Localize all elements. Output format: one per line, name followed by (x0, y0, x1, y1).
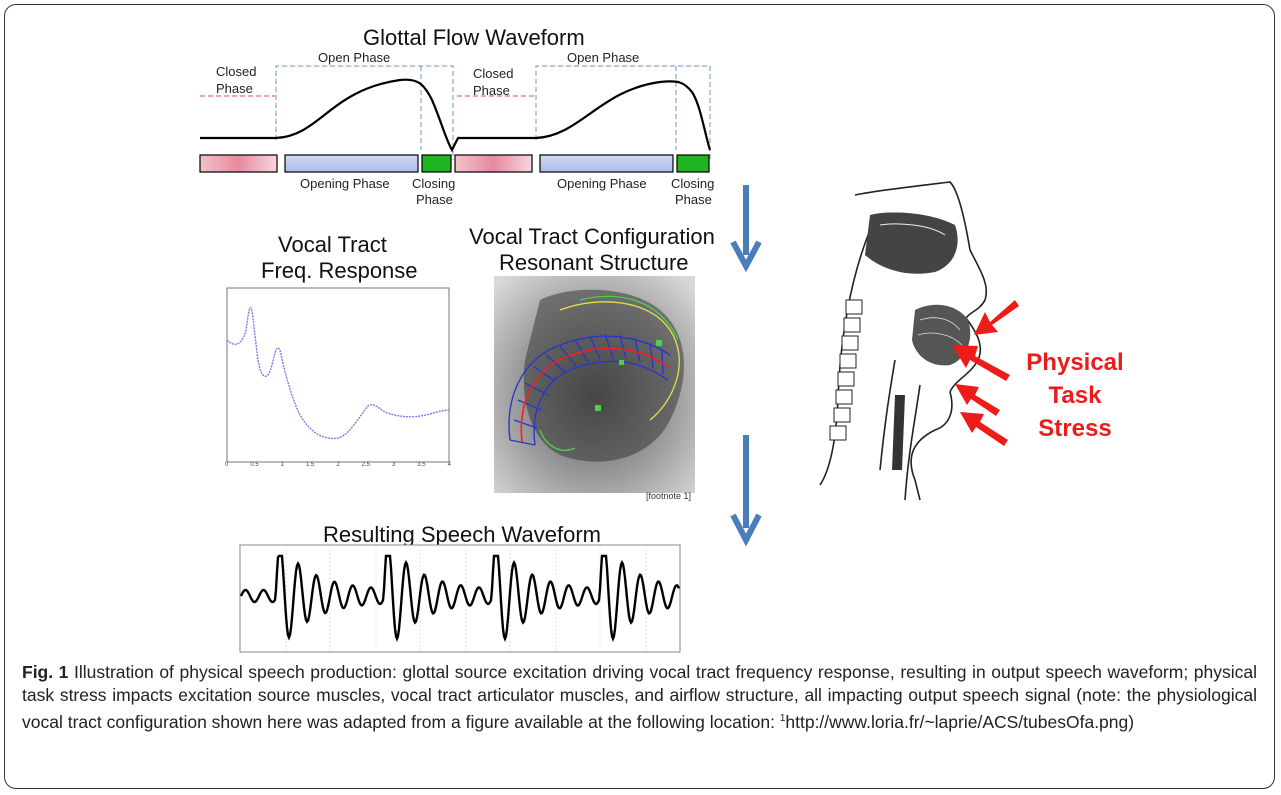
speech-title: Resulting Speech Waveform (323, 522, 601, 547)
x-tick: 1 (280, 462, 284, 468)
phase-bracket-lines (200, 65, 711, 160)
x-tick: 2 (336, 462, 340, 468)
closed-bar-1 (199, 154, 278, 173)
speech-waveform-line (239, 554, 681, 643)
down-arrow-2 (730, 435, 762, 547)
closed-phase-1-line2: Phase (216, 81, 253, 96)
x-tick: 3 (391, 462, 396, 468)
config-footnote: [footnote 1] (646, 491, 692, 501)
closing-bar-1 (421, 154, 452, 173)
stress-label-line3: Stress (1038, 415, 1112, 442)
glottal-flow-curve (200, 78, 712, 153)
opening-bar-2 (539, 154, 674, 173)
freq-response-curve (226, 306, 450, 440)
opening-bar-1 (284, 154, 419, 173)
caption-superscript: 1 (779, 713, 786, 724)
figure-frame (4, 4, 1275, 789)
x-tick: 3.5 (417, 462, 426, 468)
freq-response-title-line1: Vocal Tract (278, 232, 387, 257)
figure-caption: Fig. 1 Illustration of physical speech p… (22, 661, 1257, 734)
down-arrow-1 (730, 185, 762, 273)
x-tick: 4 (447, 462, 451, 468)
closing-phase-2-line1: Closing (671, 176, 715, 191)
caption-label: Fig. 1 (22, 662, 69, 682)
closing-phase-1-line2: Phase (416, 192, 453, 207)
closing-phase-1-line1: Closing (412, 176, 456, 191)
freq-response-title-line2: Freq. Response (261, 258, 418, 283)
open-phase-1-label: Open Phase (318, 50, 391, 65)
closed-phase-2-line1: Closed (473, 66, 514, 81)
opening-phase-2-label: Opening Phase (557, 176, 647, 191)
closed-phase-1-line1: Closed (216, 64, 257, 79)
closing-bar-2 (676, 154, 710, 173)
config-title-line1: Vocal Tract Configuration (469, 224, 715, 249)
opening-phase-1-label: Opening Phase (300, 176, 390, 191)
caption-text-1: Illustration of physical speech producti… (22, 662, 1257, 732)
freq-x-ticks: 0 0.5 1 1.5 2 2.5 3 3.5 4 (225, 462, 451, 468)
x-tick: 2.5 (361, 462, 370, 468)
config-title-line2: Resonant Structure (499, 250, 689, 275)
open-phase-2-label: Open Phase (567, 50, 640, 65)
x-tick: 0 (225, 462, 229, 468)
x-tick: 0.5 (250, 462, 259, 468)
caption-text-2: http://www.loria.fr/~laprie/ACS/tubesOfa… (785, 711, 1135, 732)
closed-phase-2-line2: Phase (473, 83, 510, 98)
glottal-title: Glottal Flow Waveform (363, 25, 585, 50)
closed-bar-2 (454, 154, 533, 173)
x-tick: 1.5 (305, 462, 315, 468)
closing-phase-2-line2: Phase (675, 192, 712, 207)
stress-label-line1: Physical (1026, 349, 1124, 376)
stress-label-line2: Task (1048, 382, 1102, 409)
